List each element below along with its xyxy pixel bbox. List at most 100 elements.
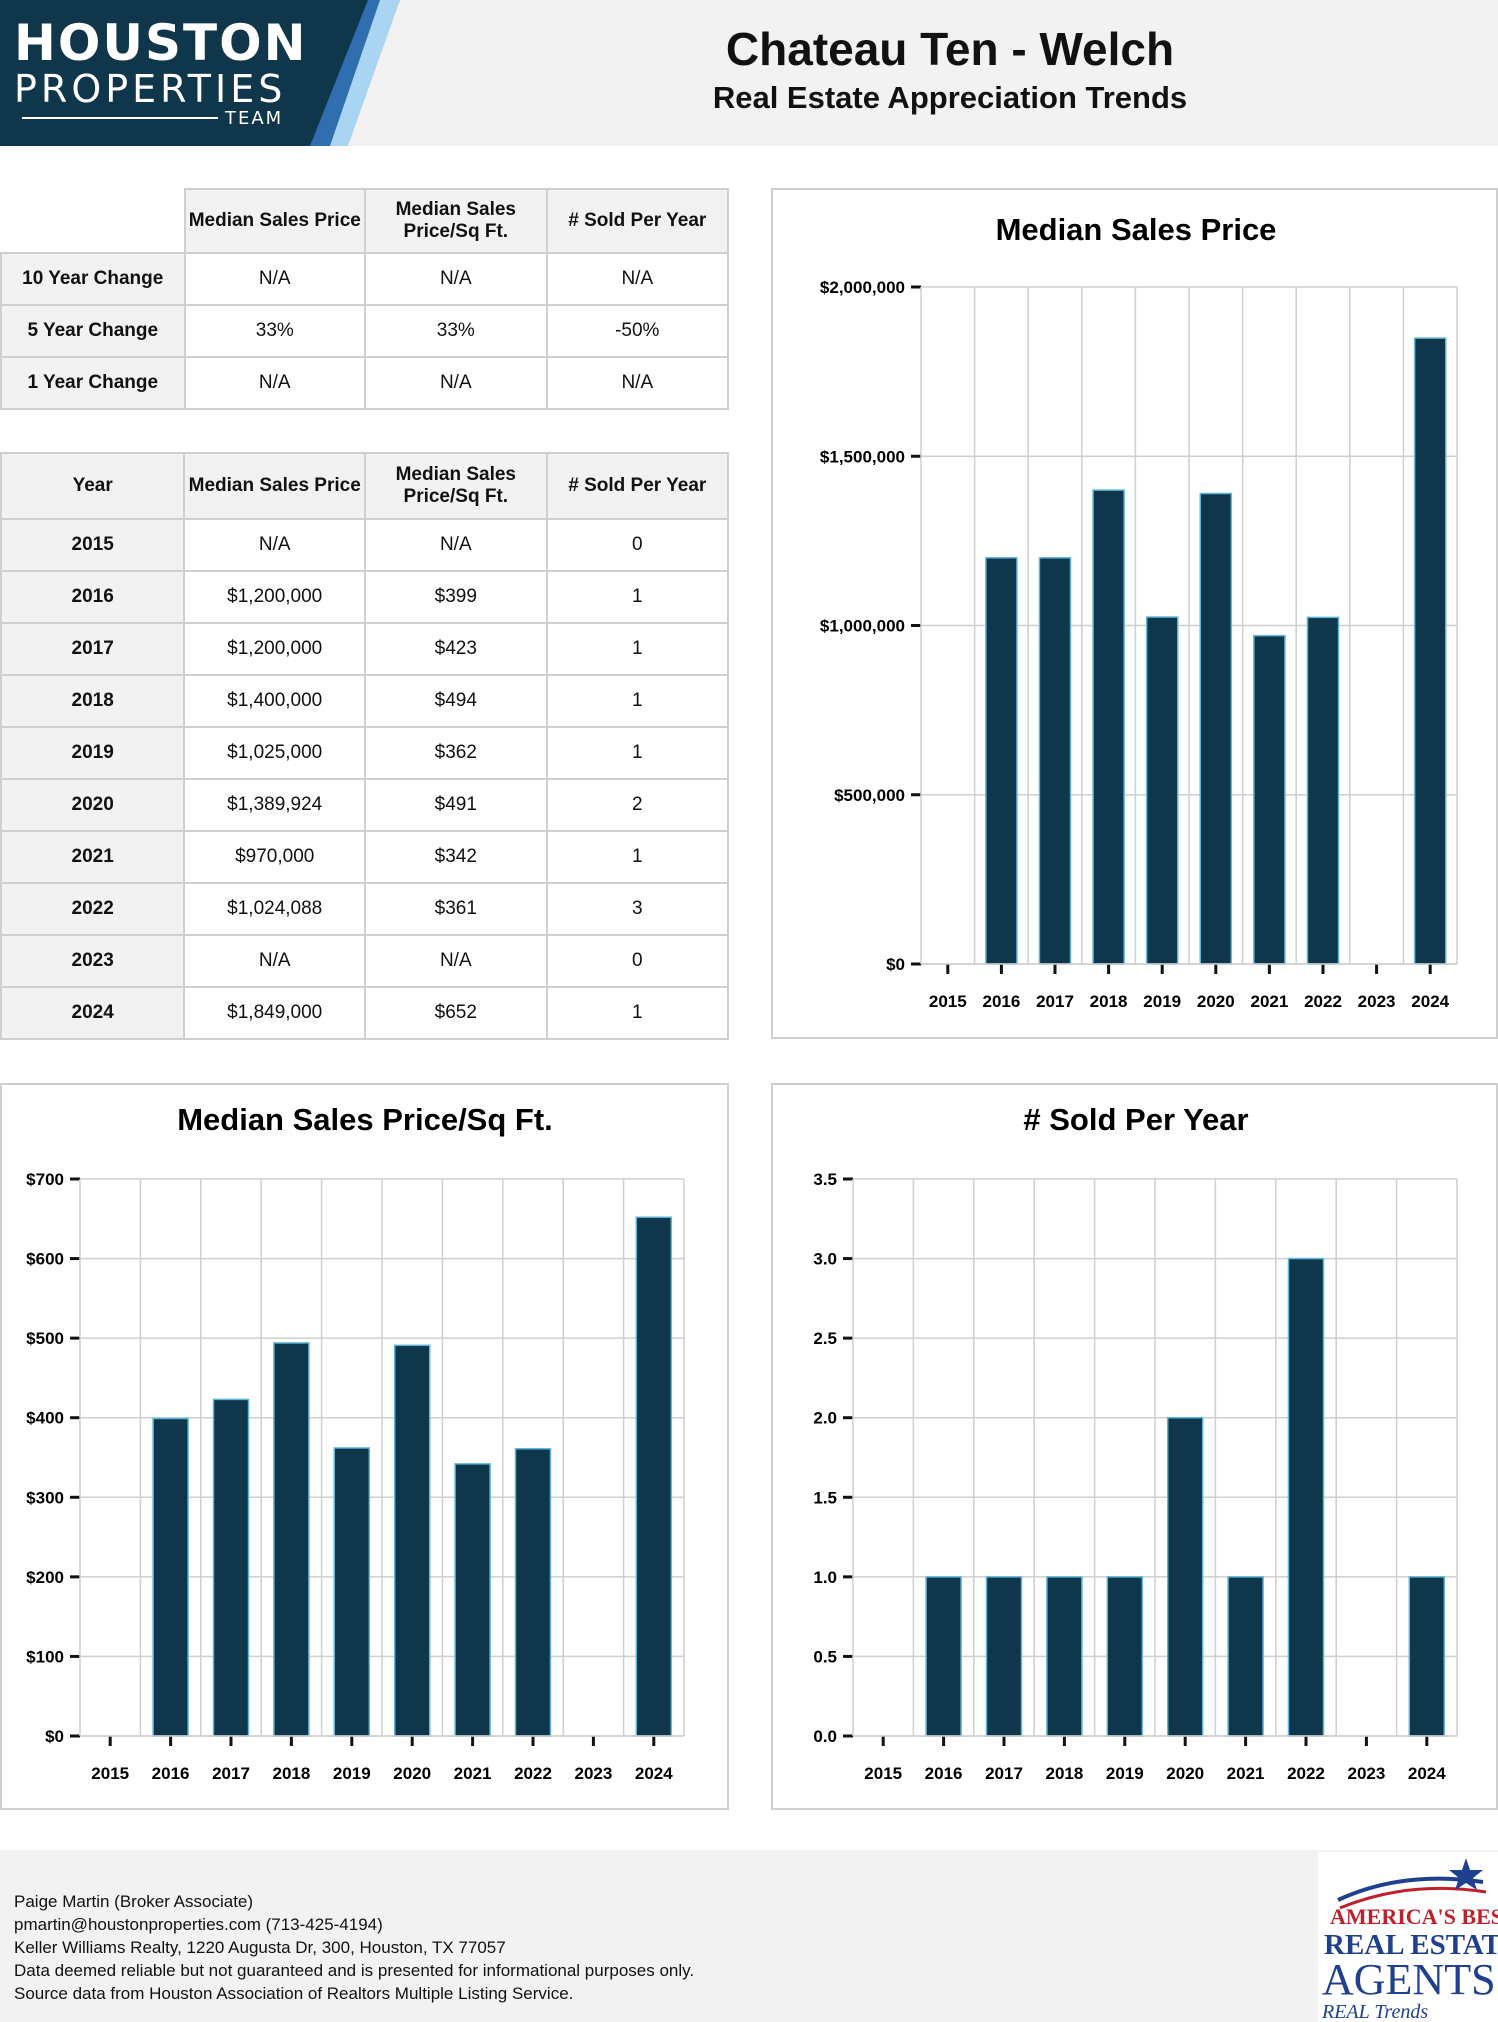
- page-footer: Paige Martin (Broker Associate) pmartin@…: [0, 1850, 1498, 2022]
- y-tick-label: $1,500,000: [820, 447, 905, 466]
- x-tick-label: 2023: [1358, 992, 1396, 1011]
- y-tick-label: $300: [26, 1488, 64, 1507]
- col-year: Year: [0, 452, 186, 520]
- x-tick-label: 2022: [514, 1764, 552, 1783]
- x-tick-label: 2020: [1166, 1764, 1204, 1783]
- x-tick-label: 2016: [982, 992, 1020, 1011]
- bar: [1199, 492, 1233, 965]
- x-tick-label: 2017: [1036, 992, 1074, 1011]
- table-cell: 2: [545, 778, 730, 832]
- table-cell: $1,024,088: [183, 882, 367, 936]
- table-cell: $1,200,000: [183, 622, 367, 676]
- x-tick-label: 2017: [212, 1764, 250, 1783]
- col-median-price-sqft: Median Sales Price/Sq Ft.: [364, 452, 548, 520]
- bar: [273, 1342, 310, 1737]
- table-row: 2024 $1,849,000 $652 1: [0, 986, 730, 1040]
- badge-line1: AMERICA'S BEST: [1330, 1904, 1498, 1929]
- bar: [1306, 616, 1340, 965]
- y-tick-label: $500,000: [834, 786, 905, 805]
- table-cell: N/A: [183, 252, 367, 306]
- table-cell: 1: [545, 622, 730, 676]
- badge-line2: REAL ESTATE: [1324, 1929, 1498, 1961]
- table-cell: N/A: [364, 518, 548, 572]
- table-row: 2021 $970,000 $342 1: [0, 830, 730, 884]
- table-row: 1 Year Change N/A N/A N/A: [0, 356, 730, 410]
- y-tick-label: $1,000,000: [820, 617, 905, 636]
- y-tick-label: $400: [26, 1409, 64, 1428]
- y-tick-label: 2.5: [813, 1329, 837, 1348]
- x-tick-label: 2019: [333, 1764, 371, 1783]
- year-table: Year Median Sales Price Median Sales Pri…: [0, 452, 730, 1040]
- table-cell: 1: [545, 674, 730, 728]
- table-cell: N/A: [364, 934, 548, 988]
- y-tick-label: 3.0: [813, 1250, 837, 1269]
- table-row: 2019 $1,025,000 $362 1: [0, 726, 730, 780]
- x-tick-label: 2016: [152, 1764, 190, 1783]
- table-row: 2018 $1,400,000 $494 1: [0, 674, 730, 728]
- table-row: 2020 $1,389,924 $491 2: [0, 778, 730, 832]
- table-cell: 33%: [183, 304, 367, 358]
- chart-title: # Sold Per Year: [1023, 1102, 1248, 1137]
- y-tick-label: 0.0: [813, 1727, 837, 1746]
- y-tick-label: 2.0: [813, 1409, 837, 1428]
- houston-properties-logo[interactable]: HOUSTON PROPERTIES TEAM: [0, 0, 400, 146]
- x-tick-label: 2021: [1227, 1764, 1265, 1783]
- table-cell: $1,400,000: [183, 674, 367, 728]
- logo-line2: PROPERTIES: [14, 67, 287, 111]
- bar: [925, 1576, 962, 1737]
- y-tick-label: 0.5: [813, 1647, 837, 1666]
- x-tick-label: 2023: [1347, 1764, 1385, 1783]
- price-per-sqft-chart: Median Sales Price/Sq Ft. $0 $100 $200 $300 $…: [0, 1083, 729, 1810]
- table-row: 2023 N/A N/A 0: [0, 934, 730, 988]
- y-tick-label: 1.5: [813, 1488, 837, 1507]
- table-cell: $362: [364, 726, 548, 780]
- bar: [1227, 1576, 1264, 1737]
- x-tick-label: 2020: [393, 1764, 431, 1783]
- table-cell: 1: [545, 726, 730, 780]
- sold-per-year-chart-svg: # Sold Per Year 0.0 0.5 1.0 1.5 2.0 2.5 3.0 3.5 2…: [813, 1102, 1458, 1783]
- bar: [1038, 557, 1072, 965]
- badge-line3: AGENTS: [1322, 1955, 1496, 2004]
- year-cell: 2017: [0, 622, 186, 676]
- logo-line3: TEAM: [225, 108, 284, 129]
- table-cell: $970,000: [183, 830, 367, 884]
- col-median-price-sqft: Median Sales Price/Sq Ft.: [364, 188, 548, 254]
- y-tick-label: 3.5: [813, 1170, 837, 1189]
- bar: [1253, 634, 1286, 965]
- x-tick-label: 2018: [1090, 992, 1128, 1011]
- year-cell: 2021: [0, 830, 186, 884]
- year-cell: 2016: [0, 570, 186, 624]
- row-label: 10 Year Change: [0, 252, 186, 306]
- table-cell: N/A: [545, 356, 730, 410]
- table-row: 2022 $1,024,088 $361 3: [0, 882, 730, 936]
- table-cell: N/A: [183, 518, 367, 572]
- x-tick-label: 2017: [985, 1764, 1023, 1783]
- table-cell: $491: [364, 778, 548, 832]
- chart-title: Median Sales Price: [996, 212, 1277, 247]
- col-sold-per-year: # Sold Per Year: [545, 452, 730, 520]
- x-tick-label: 2015: [864, 1764, 902, 1783]
- bar: [1145, 616, 1179, 965]
- table-cell: N/A: [183, 934, 367, 988]
- col-median-price: Median Sales Price: [183, 452, 367, 520]
- table-cell: 0: [545, 518, 730, 572]
- x-tick-label: 2018: [1045, 1764, 1083, 1783]
- year-table-header: Year Median Sales Price Median Sales Pri…: [0, 452, 730, 520]
- y-tick-label: $200: [26, 1568, 64, 1587]
- table-cell: 33%: [364, 304, 548, 358]
- table-row: 2015 N/A N/A 0: [0, 518, 730, 572]
- year-cell: 2023: [0, 934, 186, 988]
- bar: [1408, 1576, 1446, 1737]
- col-sold-per-year: # Sold Per Year: [545, 188, 730, 254]
- table-cell: $423: [364, 622, 548, 676]
- bar: [635, 1216, 673, 1737]
- table-cell: N/A: [364, 356, 548, 410]
- table-row: 5 Year Change 33% 33% -50%: [0, 304, 730, 358]
- page-header: HOUSTON PROPERTIES TEAM Chateau Ten - We…: [0, 0, 1498, 146]
- col-median-price: Median Sales Price: [183, 188, 367, 254]
- agent-email-phone[interactable]: pmartin@houstonproperties.com (713-425-4…: [14, 1915, 383, 1934]
- x-tick-label: 2022: [1304, 992, 1342, 1011]
- table-row: 10 Year Change N/A N/A N/A: [0, 252, 730, 306]
- table-cell: $1,849,000: [183, 986, 367, 1040]
- change-table-header: Median Sales Price Median Sales Price/Sq…: [0, 188, 730, 254]
